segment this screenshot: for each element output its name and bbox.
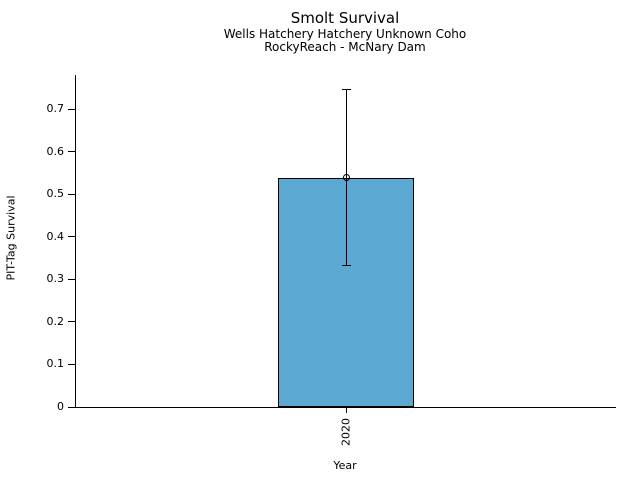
chart-title: Smolt Survival (290, 9, 400, 27)
y-tick-mark (68, 193, 75, 195)
x-tick-mark (345, 407, 347, 413)
y-tick-label: 0 (57, 400, 64, 413)
x-tick-label: 2020 (339, 418, 353, 446)
x-axis-label: Year (333, 459, 357, 472)
y-tick-label: 0.4 (46, 229, 65, 243)
plot-area: 0 0.1 0.2 0.3 0.4 0.5 0.6 0.7 2020 (47, 75, 616, 446)
error-bar-cap-top (341, 88, 351, 90)
chart-titles: Smolt Survival Wells Hatchery Hatchery U… (75, 9, 615, 54)
y-tick-mark (68, 278, 75, 280)
y-tick-mark (68, 236, 75, 238)
y-tick-label: 0.2 (46, 314, 65, 328)
y-tick-mark (68, 151, 75, 153)
bar-2020 (278, 177, 414, 407)
y-tick-label: 0.5 (46, 187, 65, 201)
y-tick-label: 0.7 (46, 102, 65, 116)
y-tick-mark (68, 108, 75, 110)
error-bar-cap-bottom (341, 265, 351, 267)
survival-point-marker (342, 174, 350, 182)
chart-subtitle-line1: Wells Hatchery Hatchery Unknown Coho (223, 27, 467, 41)
chart-subtitle-line2: RockyReach - McNary Dam (264, 40, 426, 54)
y-tick-mark (68, 321, 75, 323)
y-tick-label: 0.6 (46, 144, 65, 158)
y-tick-label: 0.1 (46, 357, 65, 371)
y-tick-mark (68, 363, 75, 365)
y-tick-mark (68, 406, 75, 408)
y-tick-label: 0.3 (46, 272, 65, 286)
